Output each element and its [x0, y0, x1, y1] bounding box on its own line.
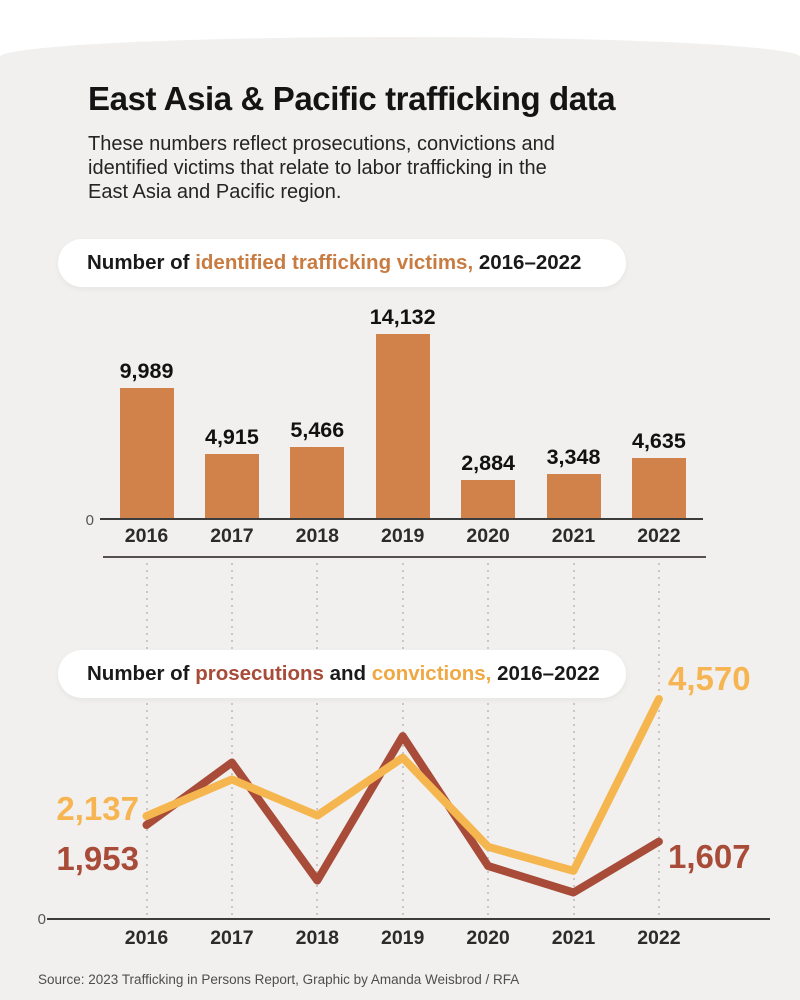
- dotted-gridline: [657, 563, 660, 919]
- pill-text: 2016–2022: [491, 662, 600, 685]
- convictions-2022-label: 4,570: [668, 660, 751, 697]
- bar-2018: [290, 447, 345, 518]
- bar-x-tick-label: 2020: [466, 525, 510, 547]
- line-x-tick-label: 2022: [637, 927, 681, 949]
- dotted-gridline: [487, 563, 490, 919]
- bar-2016: [119, 388, 174, 518]
- bar-value-label: 14,132: [369, 305, 436, 329]
- bar-2022: [631, 458, 686, 518]
- line-x-tick-label: 2017: [210, 927, 254, 949]
- pill-accent-convictions: convictions,: [371, 662, 492, 685]
- pill-accent-victims: identified trafficking victims,: [195, 251, 474, 274]
- line-chart-x-axis-line: [47, 918, 770, 920]
- bar-chart-y-zero-label: 0: [85, 512, 94, 529]
- source-credit: Source: 2023 Trafficking in Persons Repo…: [38, 972, 520, 987]
- dotted-gridline: [230, 563, 233, 919]
- bar-x-tick-label: 2022: [637, 525, 681, 547]
- convictions-2016-label: 2,137: [56, 790, 139, 827]
- subtitle-line: East Asia and Pacific region.: [88, 181, 342, 203]
- bar-x-tick-label: 2019: [380, 525, 425, 547]
- bar-value-label: 4,635: [631, 429, 686, 453]
- pill-text: Number of: [87, 251, 196, 274]
- bar-2017: [204, 454, 259, 518]
- dotted-gridline: [316, 563, 319, 919]
- bar-value-label: 2,884: [461, 451, 515, 475]
- line-chart-y-zero-label: 0: [37, 911, 46, 928]
- bar-2021: [546, 474, 601, 518]
- pill-accent-prosecutions: prosecutions: [195, 662, 324, 685]
- page-title: East Asia & Pacific trafficking data: [88, 80, 616, 117]
- line-x-tick-label: 2020: [466, 927, 510, 949]
- bar-chart-bottom-rule: [103, 556, 706, 558]
- bar-value-label: 4,915: [204, 425, 259, 449]
- victims-chart-title-pill: Number of identified trafficking victims…: [58, 239, 626, 287]
- line-x-tick-label: 2018: [295, 927, 339, 949]
- page-subtitle: These numbers reflect prosecutions, conv…: [88, 132, 555, 204]
- line-x-tick-label: 2019: [380, 927, 425, 949]
- bar-value-label: 9,989: [119, 359, 174, 383]
- dotted-gridline: [145, 563, 148, 919]
- bar-x-tick-label: 2017: [210, 525, 254, 547]
- pill-text: and: [323, 662, 372, 685]
- prosecutions-2022-label: 1,607: [668, 838, 751, 875]
- bar-x-tick-label: 2021: [551, 525, 596, 547]
- subtitle-line: These numbers reflect prosecutions, conv…: [88, 133, 555, 155]
- dotted-gridline: [401, 563, 404, 919]
- subtitle-line: identified victims that relate to labor …: [88, 157, 547, 179]
- line-x-tick-label: 2021: [551, 927, 596, 949]
- line-x-tick-label: 2016: [124, 927, 169, 949]
- pill-text: Number of: [87, 662, 196, 685]
- bar-2020: [461, 480, 516, 518]
- bar-value-label: 3,348: [546, 445, 601, 469]
- dotted-gridline: [572, 563, 575, 919]
- bar-x-tick-label: 2016: [124, 525, 169, 547]
- prosecutions-2016-label: 1,953: [56, 840, 139, 877]
- bar-chart-x-axis-line: [100, 518, 703, 520]
- bar-x-tick-label: 2018: [295, 525, 339, 547]
- prosecutions-chart-title-pill: Number of prosecutions and convictions, …: [58, 650, 626, 698]
- pill-text: 2016–2022: [473, 251, 582, 274]
- bar-2019: [375, 334, 430, 518]
- bar-value-label: 5,466: [290, 418, 345, 442]
